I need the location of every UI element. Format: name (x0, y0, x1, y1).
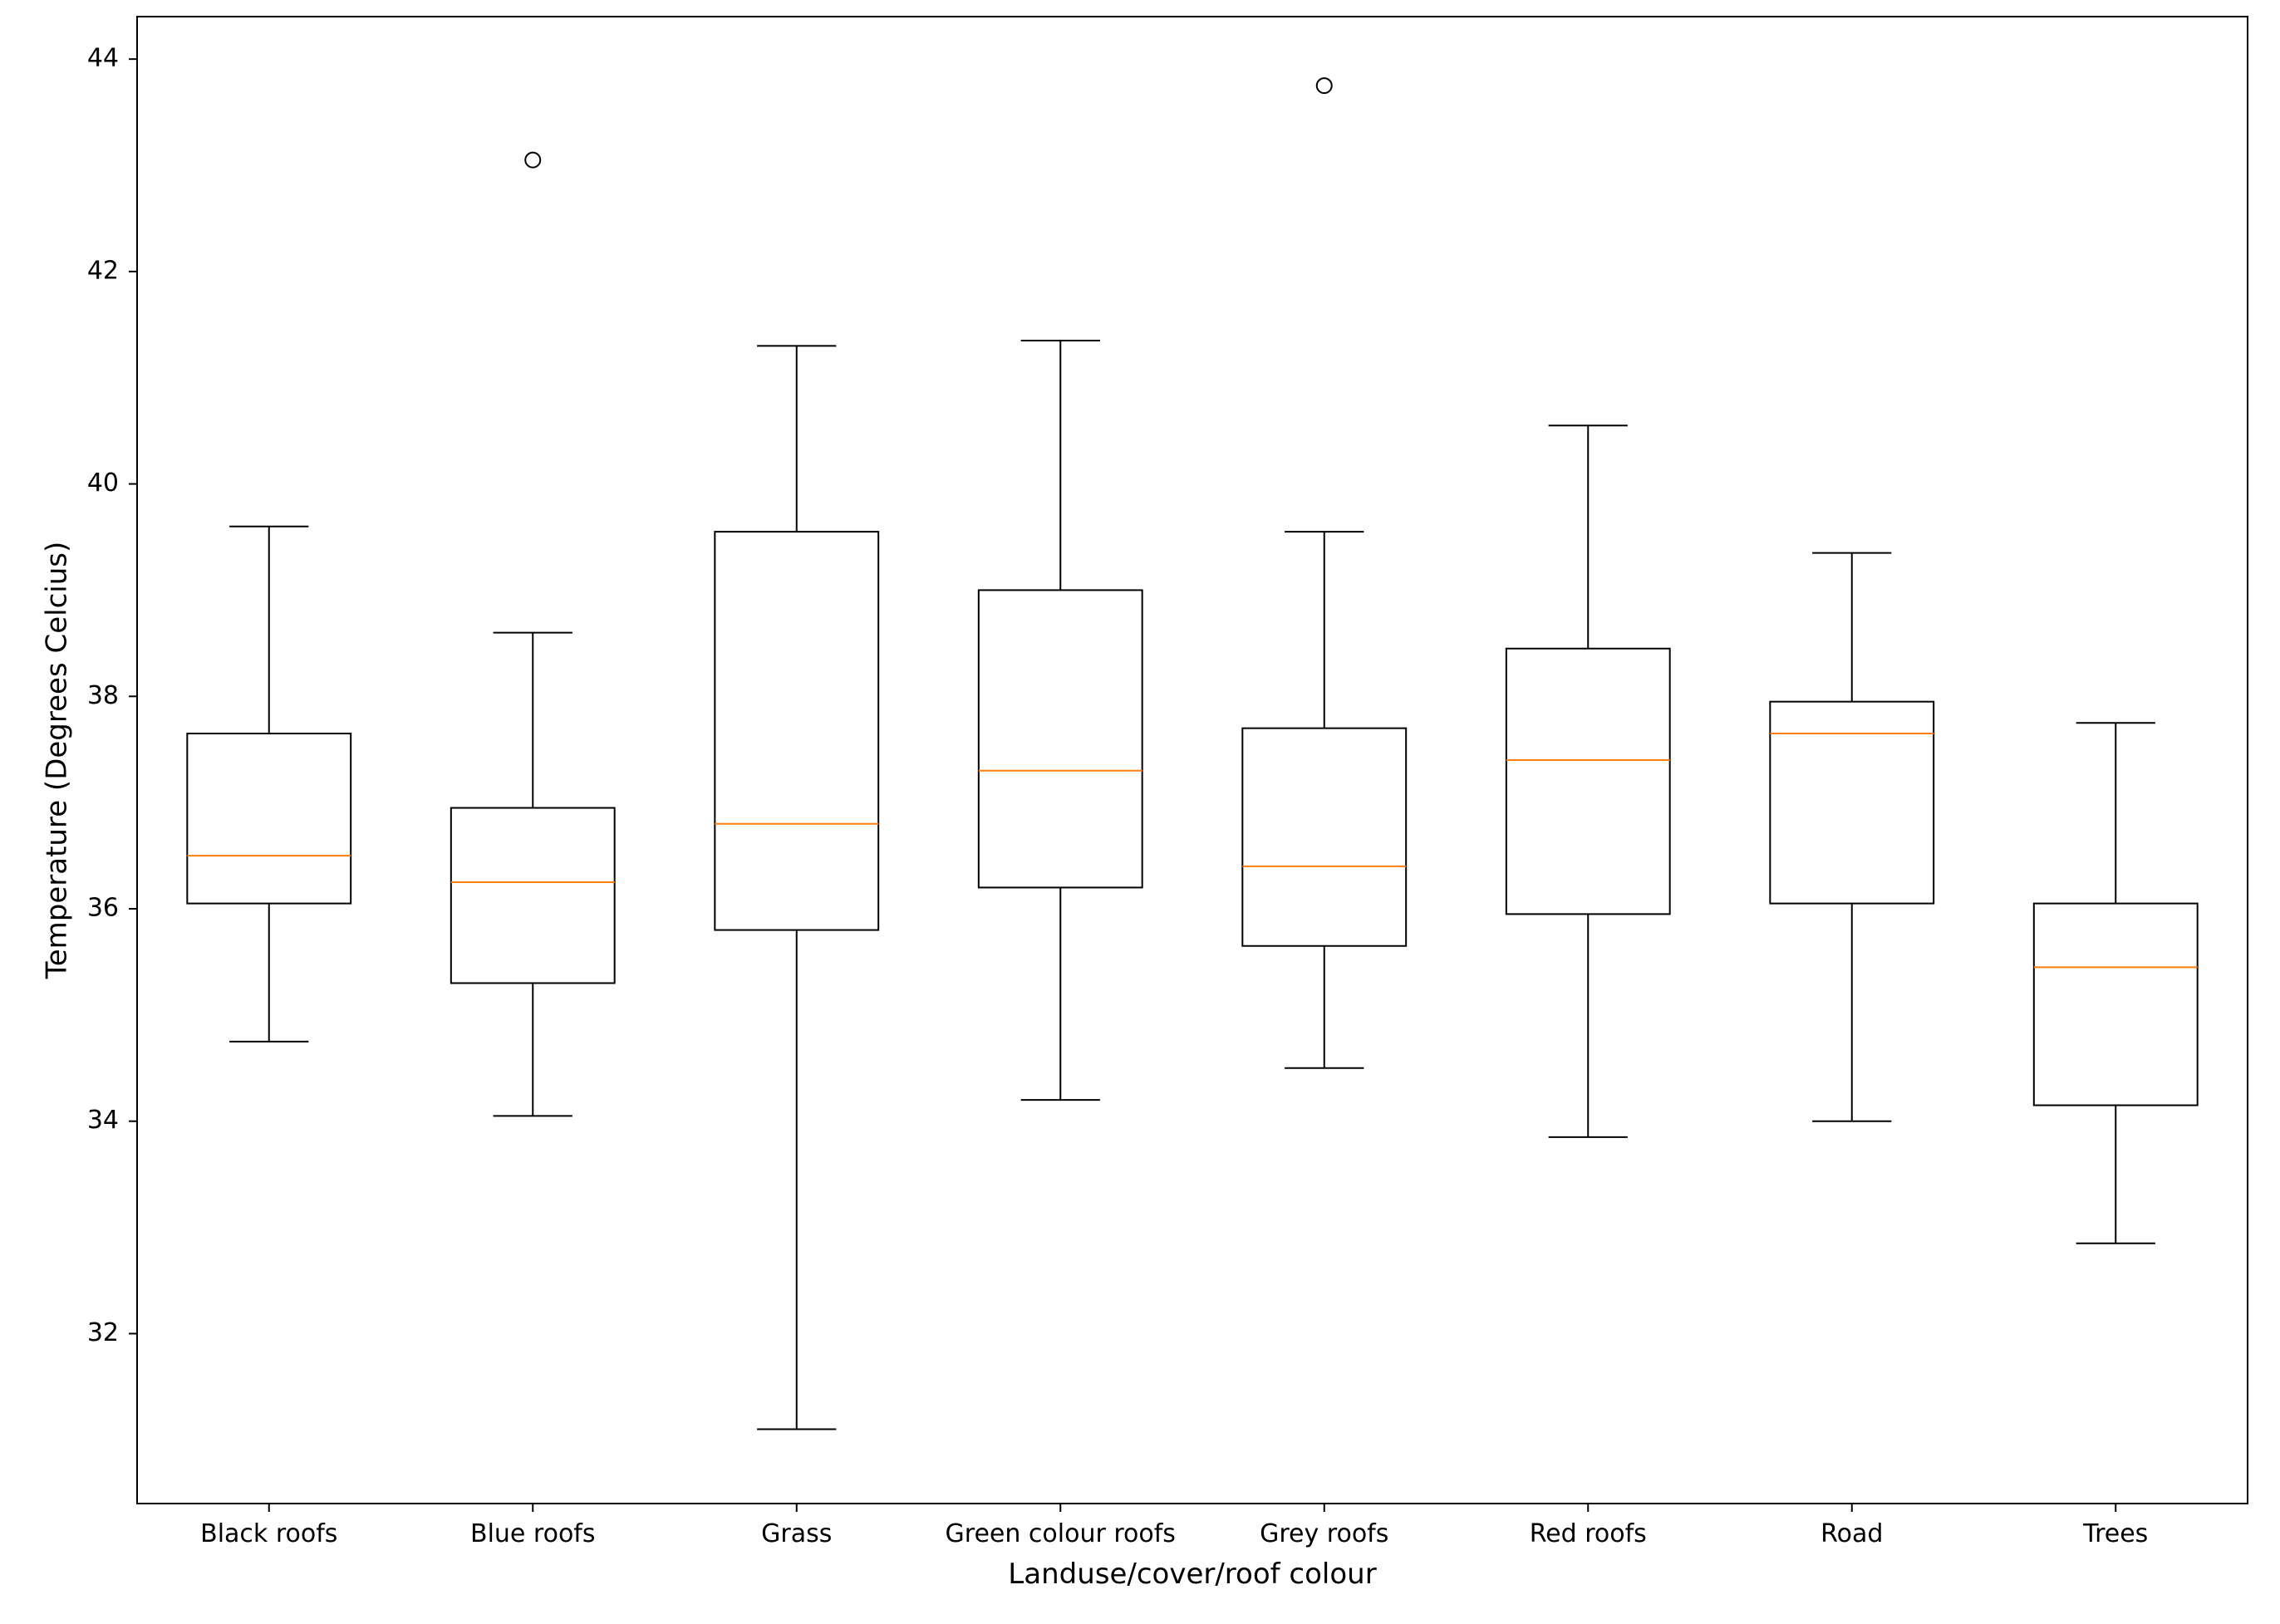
y-tick-label: 40 (87, 469, 119, 498)
box (1242, 729, 1406, 946)
x-axis-label: Landuse/cover/roof colour (1008, 1558, 1376, 1591)
chart-container: 32 34 36 38 40 42 44 Temperature (Degrees Celci… (0, 0, 2280, 1624)
y-axis-label: Temperature (Degrees Celcius) (41, 542, 74, 980)
box (1770, 702, 1934, 904)
x-tick-label: Grey roofs (1260, 1519, 1388, 1548)
y-tick-label: 44 (87, 44, 119, 73)
box (2034, 904, 2198, 1106)
x-tick-label: Blue roofs (470, 1519, 596, 1548)
x-tick-label: Grass (761, 1519, 832, 1548)
box (715, 532, 878, 930)
box (451, 808, 615, 984)
box (979, 590, 1142, 887)
box (1506, 649, 1670, 915)
y-tick-label: 32 (87, 1318, 119, 1347)
y-tick-label: 38 (87, 681, 119, 710)
y-tick-label: 42 (87, 256, 119, 285)
x-tick-label: Black roofs (200, 1519, 337, 1548)
x-tick-label: Green colour roofs (946, 1519, 1176, 1548)
y-tick-label: 36 (87, 894, 119, 923)
box (187, 733, 351, 904)
x-tick-label: Trees (2082, 1519, 2148, 1548)
x-tick-label: Red roofs (1530, 1519, 1647, 1548)
boxplot-chart: 32 34 36 38 40 42 44 Temperature (Degrees Celci… (0, 0, 2280, 1624)
y-tick-label: 34 (87, 1106, 119, 1135)
x-tick-label: Road (1821, 1519, 1883, 1548)
